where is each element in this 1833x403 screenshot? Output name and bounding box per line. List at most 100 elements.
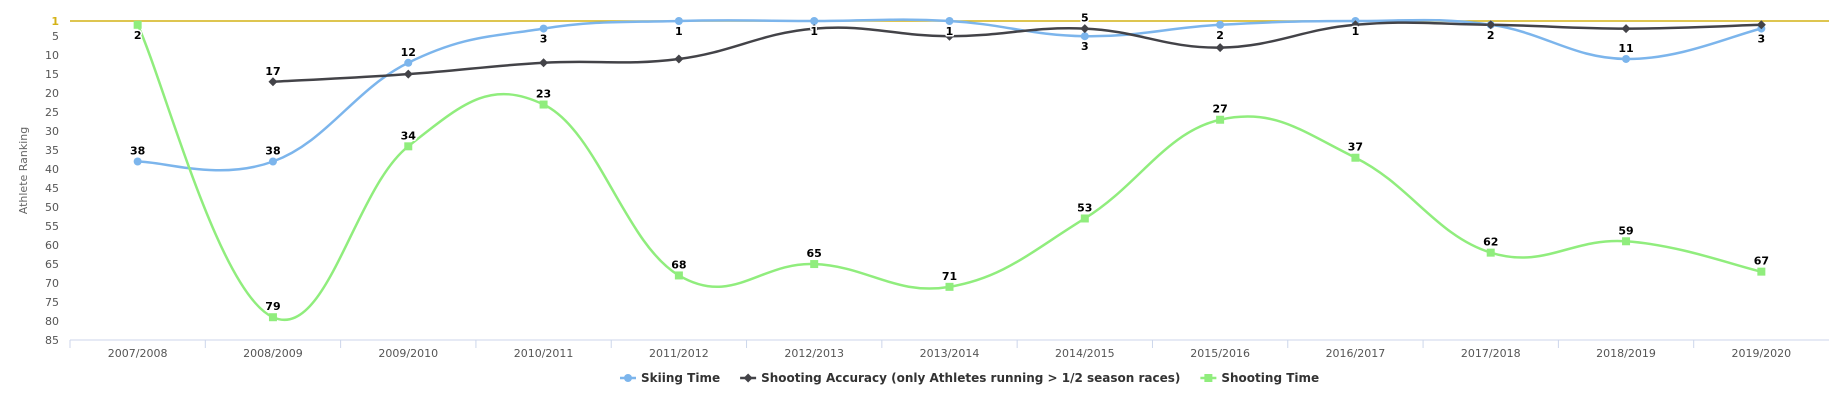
data-point-shooting-accuracy[interactable] [809, 24, 819, 34]
data-point-shooting-time[interactable] [404, 142, 413, 151]
data-point-shooting-time[interactable] [1757, 267, 1766, 276]
data-label-shooting-time: 65 [807, 247, 822, 260]
y-tick-label: 25 [45, 106, 59, 119]
data-point-shooting-time[interactable] [1080, 214, 1089, 223]
y-tick-label: 10 [45, 49, 59, 62]
data-point-shooting-accuracy[interactable] [539, 58, 549, 68]
x-tick-label: 2010/2011 [514, 347, 574, 360]
x-tick-label: 2009/2010 [378, 347, 438, 360]
data-label-shooting-time: 27 [1212, 103, 1227, 116]
data-label-skiing-time: 12 [401, 46, 416, 59]
y-tick-label: 1 [51, 15, 59, 28]
data-label-skiing-time: 3 [1758, 33, 1766, 46]
data-label-shooting-time: 2 [134, 29, 142, 42]
data-label-skiing-time: 38 [265, 145, 280, 158]
x-tick-label: 2017/2018 [1461, 347, 1521, 360]
data-label-skiing-time: 11 [1618, 42, 1633, 55]
data-point-shooting-accuracy[interactable] [268, 77, 278, 87]
data-point-skiing-time[interactable] [404, 58, 413, 67]
y-tick-label: 80 [45, 315, 59, 328]
data-point-shooting-time[interactable] [1622, 237, 1631, 246]
x-tick-label: 2015/2016 [1190, 347, 1250, 360]
data-point-skiing-time[interactable] [1216, 20, 1225, 29]
data-label-skiing-time: 1 [1352, 25, 1360, 38]
x-tick-label: 2007/2008 [108, 347, 168, 360]
data-label-shooting-time: 59 [1618, 224, 1633, 237]
data-label-skiing-time: 1 [675, 25, 683, 38]
data-point-shooting-time[interactable] [1216, 115, 1225, 124]
x-tick-label: 2019/2020 [1731, 347, 1791, 360]
data-point-skiing-time[interactable] [674, 17, 683, 25]
data-point-shooting-accuracy[interactable] [1621, 24, 1631, 34]
y-tick-label: 85 [45, 334, 59, 347]
data-point-skiing-time[interactable] [539, 24, 548, 33]
x-tick-label: 2018/2019 [1596, 347, 1656, 360]
legend-item-2[interactable]: Shooting Accuracy (only Athletes running… [740, 371, 1180, 385]
x-tick-label: 2014/2015 [1055, 347, 1115, 360]
legend: Skiing Time Shooting Accuracy (only Athle… [620, 371, 1319, 385]
data-point-skiing-time[interactable] [133, 157, 142, 166]
data-label-skiing-time: 1 [810, 25, 818, 38]
data-point-shooting-accuracy[interactable] [1756, 20, 1766, 30]
data-point-shooting-accuracy[interactable] [1215, 43, 1225, 53]
data-label-skiing-time: 2 [1216, 29, 1224, 42]
data-label-shooting-time: 34 [401, 129, 417, 142]
data-point-shooting-time[interactable] [133, 20, 142, 29]
y-tick-label: 5 [52, 30, 59, 43]
x-tick-label: 2008/2009 [243, 347, 303, 360]
data-point-shooting-time[interactable] [539, 100, 548, 109]
x-tick-label: 2011/2012 [649, 347, 709, 360]
data-point-skiing-time[interactable] [810, 17, 819, 25]
data-point-shooting-accuracy[interactable] [674, 54, 684, 64]
y-tick-label: 30 [45, 125, 59, 138]
data-label-skiing-time: 1 [946, 25, 954, 38]
data-label-shooting-time: 62 [1483, 236, 1498, 249]
y-tick-label: 50 [45, 201, 59, 214]
data-point-shooting-time[interactable] [1486, 248, 1495, 257]
y-tick-label: 45 [45, 182, 59, 195]
series-line-shooting-time [136, 23, 1763, 321]
data-label-shooting-accuracy: 5 [1081, 12, 1089, 25]
legend-label: Skiing Time [641, 371, 720, 385]
data-point-skiing-time[interactable] [1622, 54, 1631, 63]
data-label-shooting-time: 68 [671, 258, 686, 271]
y-tick-label: 40 [45, 163, 59, 176]
series-line-skiing-time [136, 18, 1763, 172]
data-point-shooting-accuracy[interactable] [1350, 20, 1360, 30]
data-label-shooting-time: 37 [1348, 141, 1363, 154]
data-label-shooting-time: 79 [265, 300, 280, 313]
x-tick-label: 2012/2013 [784, 347, 844, 360]
data-point-skiing-time[interactable] [945, 17, 954, 25]
data-label-skiing-time: 3 [1081, 40, 1089, 53]
y-tick-label: 70 [45, 277, 59, 290]
data-point-shooting-accuracy[interactable] [1080, 24, 1090, 34]
data-label-shooting-time: 23 [536, 88, 551, 101]
data-point-shooting-time[interactable] [268, 313, 277, 322]
legend-marker-symbol [1204, 374, 1213, 382]
legend-marker-symbol [624, 374, 632, 382]
legend-item-3[interactable]: Shooting Time [1200, 371, 1319, 385]
data-point-shooting-accuracy[interactable] [403, 69, 413, 79]
x-axis: 2007/2008 2008/2009 2009/2010 2010/2011 2011… [69, 339, 1829, 360]
data-label-shooting-time: 53 [1077, 201, 1092, 214]
data-point-shooting-time[interactable] [945, 282, 954, 291]
legend-item-1[interactable]: Skiing Time [620, 371, 720, 385]
x-tick-label: 2016/2017 [1326, 347, 1386, 360]
data-point-skiing-time[interactable] [268, 157, 277, 166]
data-point-skiing-time[interactable] [1080, 32, 1089, 41]
y-tick-label: 75 [45, 296, 59, 309]
data-label-shooting-time: 67 [1754, 255, 1769, 268]
y-tick-label: 20 [45, 87, 59, 100]
legend-marker-symbol [743, 373, 753, 383]
data-point-shooting-time[interactable] [810, 260, 819, 269]
data-point-shooting-accuracy[interactable] [1486, 20, 1496, 30]
y-tick-label: 55 [45, 220, 59, 233]
data-point-shooting-time[interactable] [1351, 153, 1360, 162]
data-label-skiing-time: 2 [1487, 29, 1495, 42]
data-point-shooting-accuracy[interactable] [945, 31, 954, 41]
data-point-shooting-time[interactable] [674, 271, 683, 280]
